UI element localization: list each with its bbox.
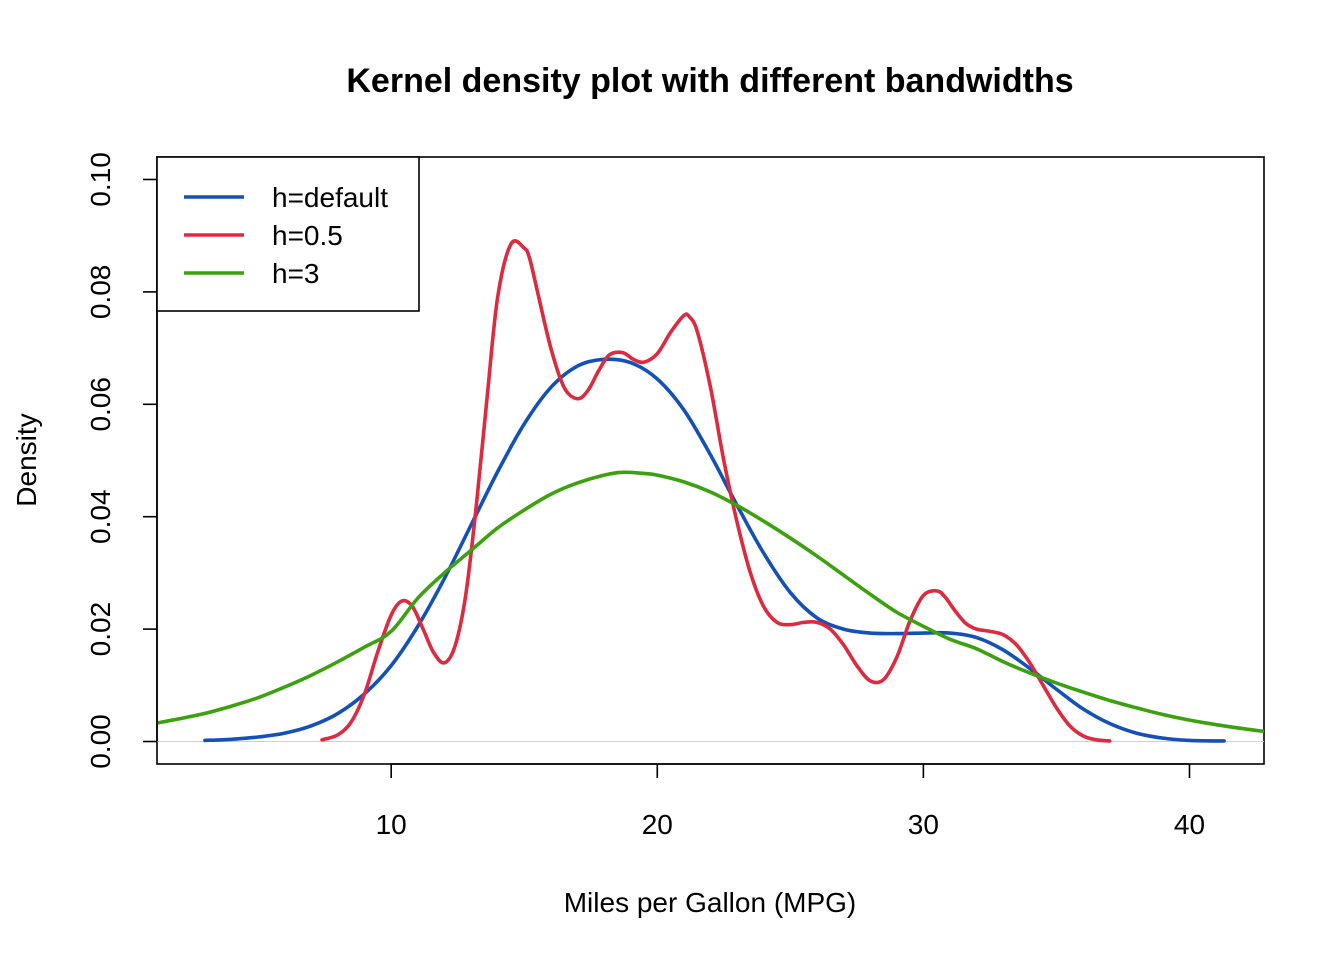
x-tick-label: 40 — [1174, 809, 1205, 840]
series-line-2 — [320, 239, 1112, 743]
y-tick-label: 0.00 — [85, 714, 116, 769]
x-axis: 10 20 30 40 — [376, 763, 1205, 840]
y-tick-label: 0.06 — [85, 377, 116, 432]
chart-title: Kernel density plot with different bandw… — [346, 62, 1073, 100]
legend: h=default h=0.5 h=3 — [156, 156, 420, 312]
legend-label: h=default — [272, 182, 388, 213]
y-tick-label: 0.08 — [85, 265, 116, 320]
y-tick-label: 0.02 — [85, 602, 116, 657]
y-axis: 0.00 0.02 0.04 0.06 0.08 0.10 — [85, 152, 158, 769]
x-tick-label: 20 — [642, 809, 673, 840]
x-axis-label: Miles per Gallon (MPG) — [564, 887, 857, 918]
legend-label: h=3 — [272, 258, 320, 289]
legend-label: h=0.5 — [272, 220, 343, 251]
y-tick-label: 0.10 — [85, 152, 116, 207]
series-line-1 — [203, 357, 1226, 743]
x-tick-label: 30 — [908, 809, 939, 840]
series-lines — [157, 239, 1264, 743]
series-line-3 — [157, 470, 1264, 734]
y-tick-label: 0.04 — [85, 489, 116, 544]
x-tick-label: 10 — [376, 809, 407, 840]
y-axis-label: Density — [11, 413, 42, 506]
